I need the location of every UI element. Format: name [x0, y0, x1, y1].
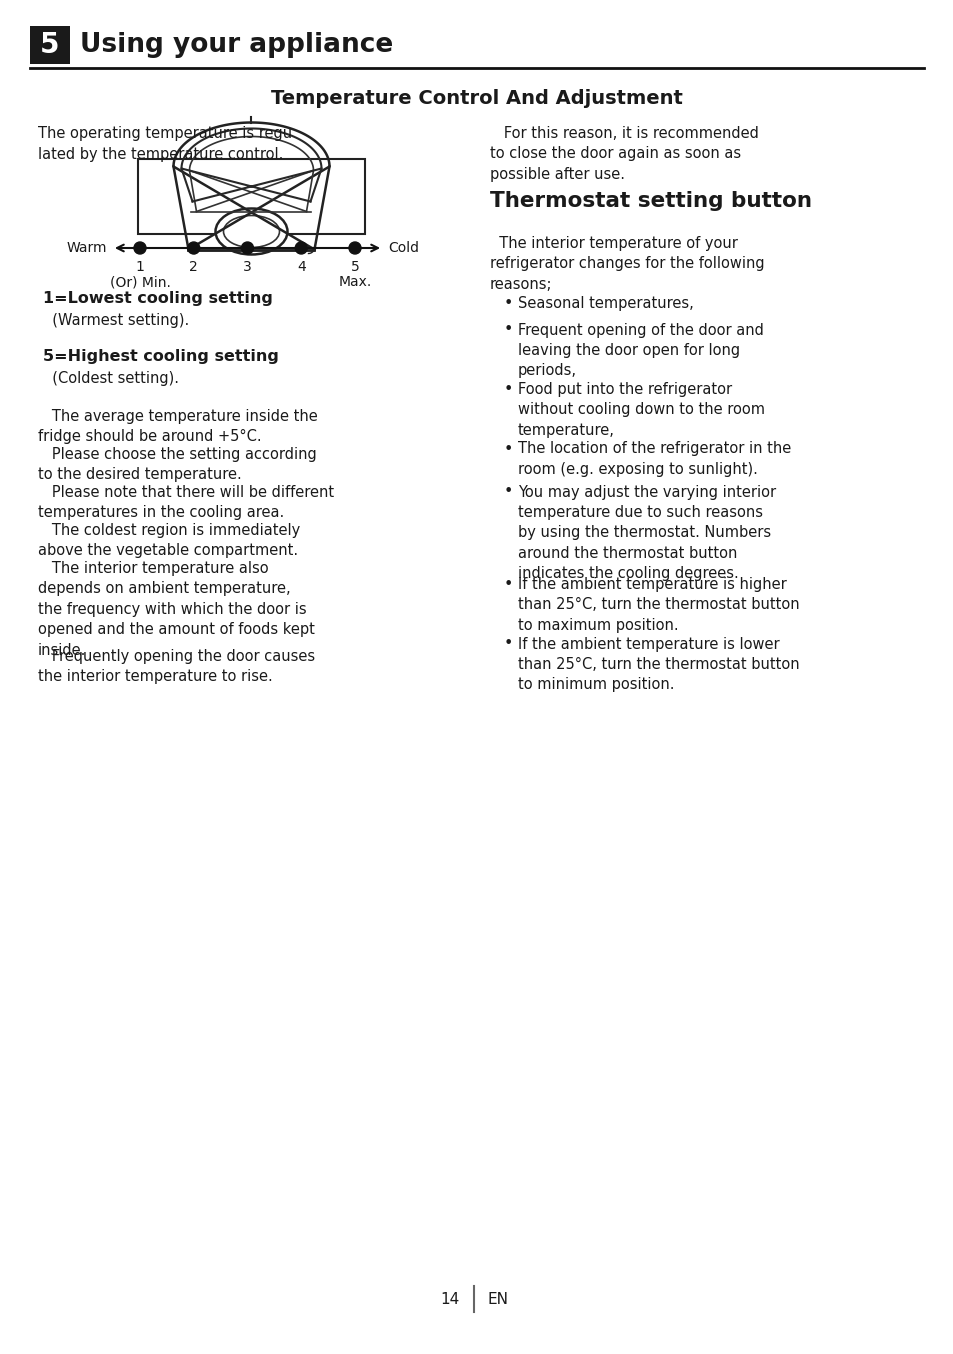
Text: If the ambient temperature is higher
than 25°C, turn the thermostat button
to ma: If the ambient temperature is higher tha… [517, 577, 799, 632]
Text: 3: 3 [243, 260, 252, 274]
Text: (Coldest setting).: (Coldest setting). [43, 371, 179, 386]
Text: Warm: Warm [67, 241, 107, 255]
Text: Frequently opening the door causes
the interior temperature to rise.: Frequently opening the door causes the i… [38, 649, 314, 684]
Text: •: • [503, 297, 513, 311]
Circle shape [188, 242, 199, 255]
Circle shape [241, 242, 253, 255]
Text: (Warmest setting).: (Warmest setting). [43, 313, 189, 328]
Text: •: • [503, 441, 513, 456]
Text: You may adjust the varying interior
temperature due to such reasons
by using the: You may adjust the varying interior temp… [517, 485, 776, 581]
Ellipse shape [223, 215, 279, 248]
Text: •: • [503, 322, 513, 337]
Bar [30, 26, 70, 64]
Text: 14: 14 [440, 1292, 459, 1307]
Text: Using your appliance: Using your appliance [80, 32, 393, 58]
Text: Seasonal temperatures,: Seasonal temperatures, [517, 297, 693, 311]
Text: •: • [503, 636, 513, 651]
Text: The coldest region is immediately
above the vegetable compartment.: The coldest region is immediately above … [38, 523, 300, 558]
Text: •: • [503, 382, 513, 397]
Text: 5: 5 [40, 31, 60, 60]
Text: The interior temperature of your
refrigerator changes for the following
reasons;: The interior temperature of your refrige… [490, 236, 763, 292]
Text: •: • [503, 577, 513, 592]
Text: Frequent opening of the door and
leaving the door open for long
periods,: Frequent opening of the door and leaving… [517, 322, 763, 378]
Text: If the ambient temperature is lower
than 25°C, turn the thermostat button
to min: If the ambient temperature is lower than… [517, 636, 799, 692]
Text: Cold: Cold [388, 241, 418, 255]
Circle shape [349, 242, 360, 255]
Text: 2: 2 [190, 260, 198, 274]
Text: •: • [503, 485, 513, 500]
Circle shape [133, 242, 146, 255]
Text: 1: 1 [135, 260, 144, 274]
Circle shape [294, 242, 307, 255]
Bar [138, 158, 365, 234]
Text: The interior temperature also
depends on ambient temperature,
the frequency with: The interior temperature also depends on… [38, 561, 314, 658]
Text: (Or) Min.: (Or) Min. [110, 275, 171, 288]
Text: Thermostat setting button: Thermostat setting button [490, 191, 811, 211]
Text: Please choose the setting according
to the desired temperature.: Please choose the setting according to t… [38, 447, 316, 482]
Text: Food put into the refrigerator
without cooling down to the room
temperature,: Food put into the refrigerator without c… [517, 382, 764, 437]
Ellipse shape [215, 209, 287, 255]
Text: The operating temperature is regu
lated by the temperature control.: The operating temperature is regu lated … [38, 126, 292, 162]
Text: Please note that there will be different
temperatures in the cooling area.: Please note that there will be different… [38, 485, 334, 520]
Text: 1=Lowest cooling setting: 1=Lowest cooling setting [43, 291, 273, 306]
Text: 4: 4 [296, 260, 305, 274]
Text: EN: EN [488, 1292, 509, 1307]
Text: Max.: Max. [338, 275, 372, 288]
Text: 5: 5 [351, 260, 359, 274]
Text: Temperature Control And Adjustment: Temperature Control And Adjustment [271, 89, 682, 108]
Text: 5=Highest cooling setting: 5=Highest cooling setting [43, 349, 278, 364]
Text: For this reason, it is recommended
to close the door again as soon as
possible a: For this reason, it is recommended to cl… [490, 126, 758, 181]
Text: The average temperature inside the
fridge should be around +5°C.: The average temperature inside the fridg… [38, 409, 317, 444]
Text: The location of the refrigerator in the
room (e.g. exposing to sunlight).: The location of the refrigerator in the … [517, 441, 790, 477]
